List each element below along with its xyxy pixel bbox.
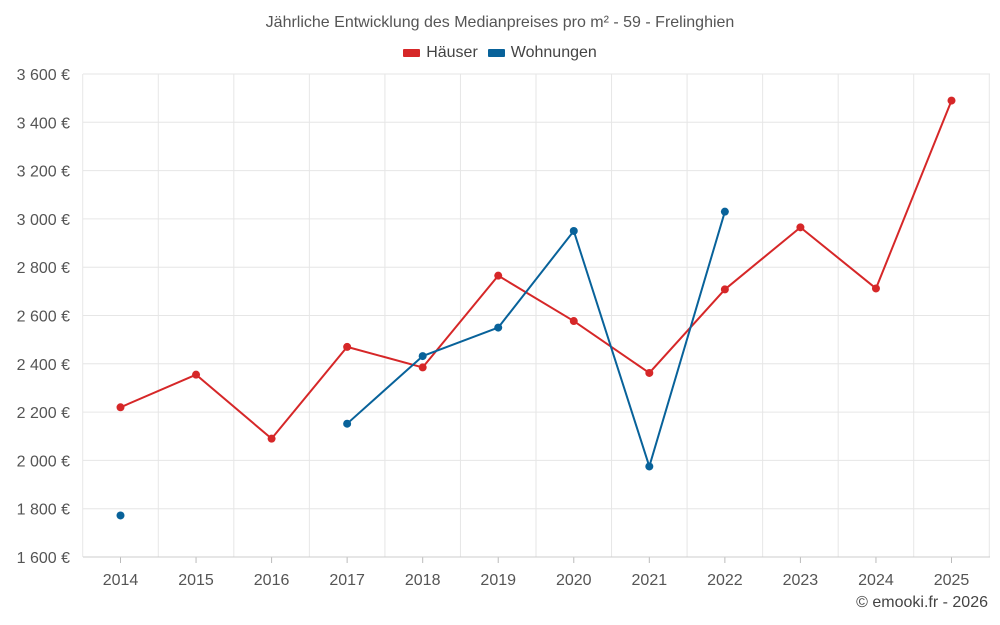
- data-point-apartments: [116, 511, 125, 520]
- copyright-text: © emooki.fr - 2026: [856, 594, 988, 611]
- y-tick-label: 2 000 €: [17, 453, 70, 470]
- y-tick-label: 3 600 €: [17, 67, 70, 84]
- y-tick-label: 3 000 €: [17, 212, 70, 229]
- x-tick-label: 2023: [783, 572, 819, 589]
- data-point-houses: [418, 363, 427, 372]
- series-line-apartments: [346, 211, 726, 468]
- x-tick-label: 2017: [329, 572, 365, 589]
- data-point-houses: [796, 223, 805, 232]
- data-point-houses: [720, 285, 729, 294]
- x-tick-label: 2020: [556, 572, 592, 589]
- x-tick-label: 2015: [178, 572, 214, 589]
- legend-label-apartments: Wohnungen: [510, 44, 597, 61]
- y-tick-label: 2 600 €: [17, 309, 70, 326]
- data-point-houses: [267, 434, 276, 443]
- data-point-houses: [947, 96, 956, 105]
- y-tick-label: 1 600 €: [17, 550, 70, 567]
- legend-item-apartments[interactable]: Wohnungen: [487, 44, 597, 62]
- data-point-apartments: [418, 352, 427, 361]
- data-point-houses: [494, 271, 503, 280]
- x-tick-label: 2016: [254, 572, 290, 589]
- chart-title: Jährliche Entwicklung des Medianpreises …: [265, 14, 735, 31]
- legend-item-houses[interactable]: Häuser: [403, 44, 478, 62]
- data-point-houses: [645, 368, 654, 377]
- data-point-apartments: [720, 207, 729, 216]
- legend-label-houses: Häuser: [426, 44, 478, 61]
- x-tick-label: 2019: [480, 572, 516, 589]
- data-point-houses: [192, 370, 201, 379]
- legend-swatch-apartments: [487, 49, 505, 57]
- data-point-apartments: [494, 323, 503, 332]
- data-point-apartments: [569, 226, 578, 235]
- y-tick-label: 2 800 €: [17, 260, 70, 277]
- y-tick-label: 3 200 €: [17, 164, 70, 181]
- data-point-apartments: [343, 419, 352, 428]
- x-tick-label: 2014: [103, 572, 139, 589]
- y-tick-label: 2 200 €: [17, 405, 70, 422]
- x-tick-label: 2025: [934, 572, 970, 589]
- x-tick-label: 2024: [858, 572, 894, 589]
- y-tick-label: 2 400 €: [17, 357, 70, 374]
- legend-swatch-houses: [403, 49, 421, 57]
- data-point-houses: [871, 284, 880, 293]
- data-point-houses: [569, 317, 578, 326]
- legend: Häuser Wohnungen: [0, 44, 1000, 62]
- data-point-houses: [116, 403, 125, 412]
- x-tick-label: 2021: [632, 572, 668, 589]
- data-point-apartments: [645, 462, 654, 471]
- series-line-houses: [120, 100, 953, 440]
- x-tick-label: 2018: [405, 572, 441, 589]
- y-tick-label: 3 400 €: [17, 115, 70, 132]
- data-point-houses: [343, 342, 352, 351]
- x-tick-label: 2022: [707, 572, 743, 589]
- y-tick-label: 1 800 €: [17, 502, 70, 519]
